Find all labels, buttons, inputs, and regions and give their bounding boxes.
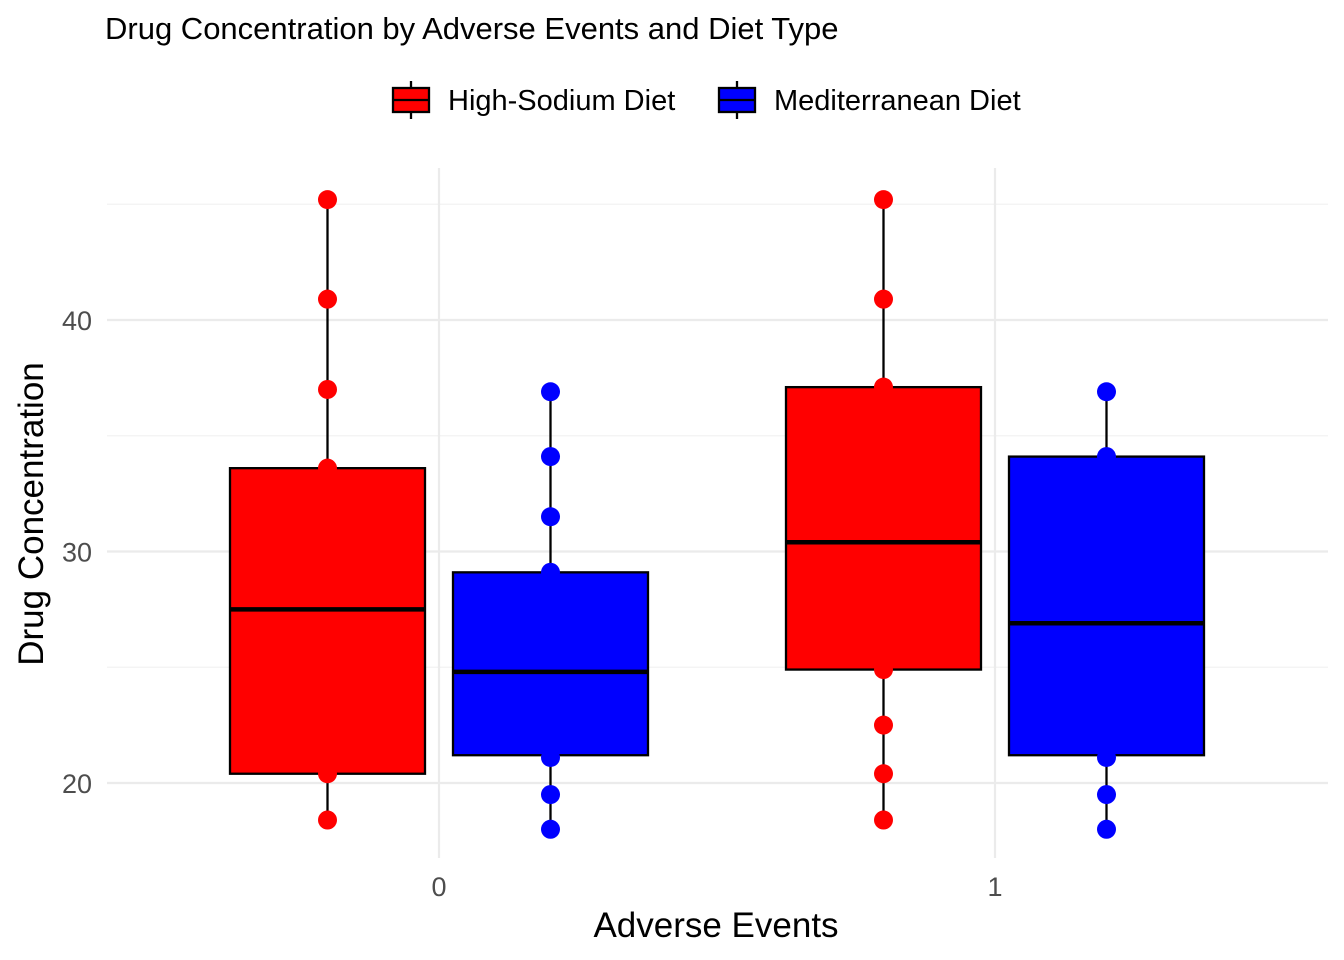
data-point bbox=[874, 660, 893, 680]
data-point bbox=[541, 819, 560, 839]
data-point bbox=[318, 764, 337, 784]
data-point bbox=[541, 785, 560, 805]
box-plot-area bbox=[228, 190, 1206, 839]
data-point bbox=[318, 810, 337, 830]
y-axis-ticks: 20 30 40 bbox=[62, 306, 92, 799]
data-point bbox=[541, 562, 560, 582]
data-point bbox=[1097, 382, 1116, 402]
legend: High-Sodium Diet Mediterranean Diet bbox=[391, 81, 1021, 119]
data-point bbox=[874, 377, 893, 397]
data-point bbox=[874, 715, 893, 735]
data-point bbox=[318, 458, 337, 478]
data-point bbox=[541, 382, 560, 402]
box bbox=[784, 385, 983, 671]
data-point bbox=[541, 748, 560, 768]
data-point bbox=[318, 289, 337, 309]
y-tick-label: 30 bbox=[62, 538, 92, 568]
y-axis-title: Drug Concentration bbox=[12, 362, 51, 666]
x-axis-title: Adverse Events bbox=[593, 906, 838, 945]
data-point bbox=[1097, 785, 1116, 805]
box bbox=[228, 467, 427, 775]
legend-label: High-Sodium Diet bbox=[448, 85, 675, 117]
data-point bbox=[1097, 748, 1116, 768]
data-point bbox=[874, 764, 893, 784]
data-point bbox=[318, 379, 337, 399]
data-point bbox=[874, 810, 893, 830]
data-point bbox=[541, 447, 560, 467]
data-point bbox=[1097, 819, 1116, 839]
data-point bbox=[874, 289, 893, 309]
y-tick-label: 20 bbox=[62, 769, 92, 799]
y-tick-label: 40 bbox=[62, 306, 92, 336]
box bbox=[1007, 455, 1206, 757]
data-point bbox=[1097, 447, 1116, 467]
box bbox=[451, 571, 650, 757]
box-high-sodium-dietcat-1 bbox=[784, 190, 983, 830]
data-point bbox=[541, 507, 560, 527]
legend-item: Mediterranean Diet bbox=[717, 81, 1021, 119]
x-tick-label: 0 bbox=[431, 872, 446, 902]
data-point bbox=[874, 190, 893, 210]
chart-title: Drug Concentration by Adverse Events and… bbox=[105, 11, 839, 46]
x-tick-label: 1 bbox=[987, 872, 1002, 902]
legend-item: High-Sodium Diet bbox=[391, 81, 675, 119]
data-point bbox=[318, 190, 337, 210]
box-high-sodium-dietcat-0 bbox=[228, 190, 427, 830]
legend-label: Mediterranean Diet bbox=[774, 85, 1021, 117]
box-mediterranean-dietcat-0 bbox=[451, 382, 650, 839]
box-mediterranean-dietcat-1 bbox=[1007, 382, 1206, 839]
